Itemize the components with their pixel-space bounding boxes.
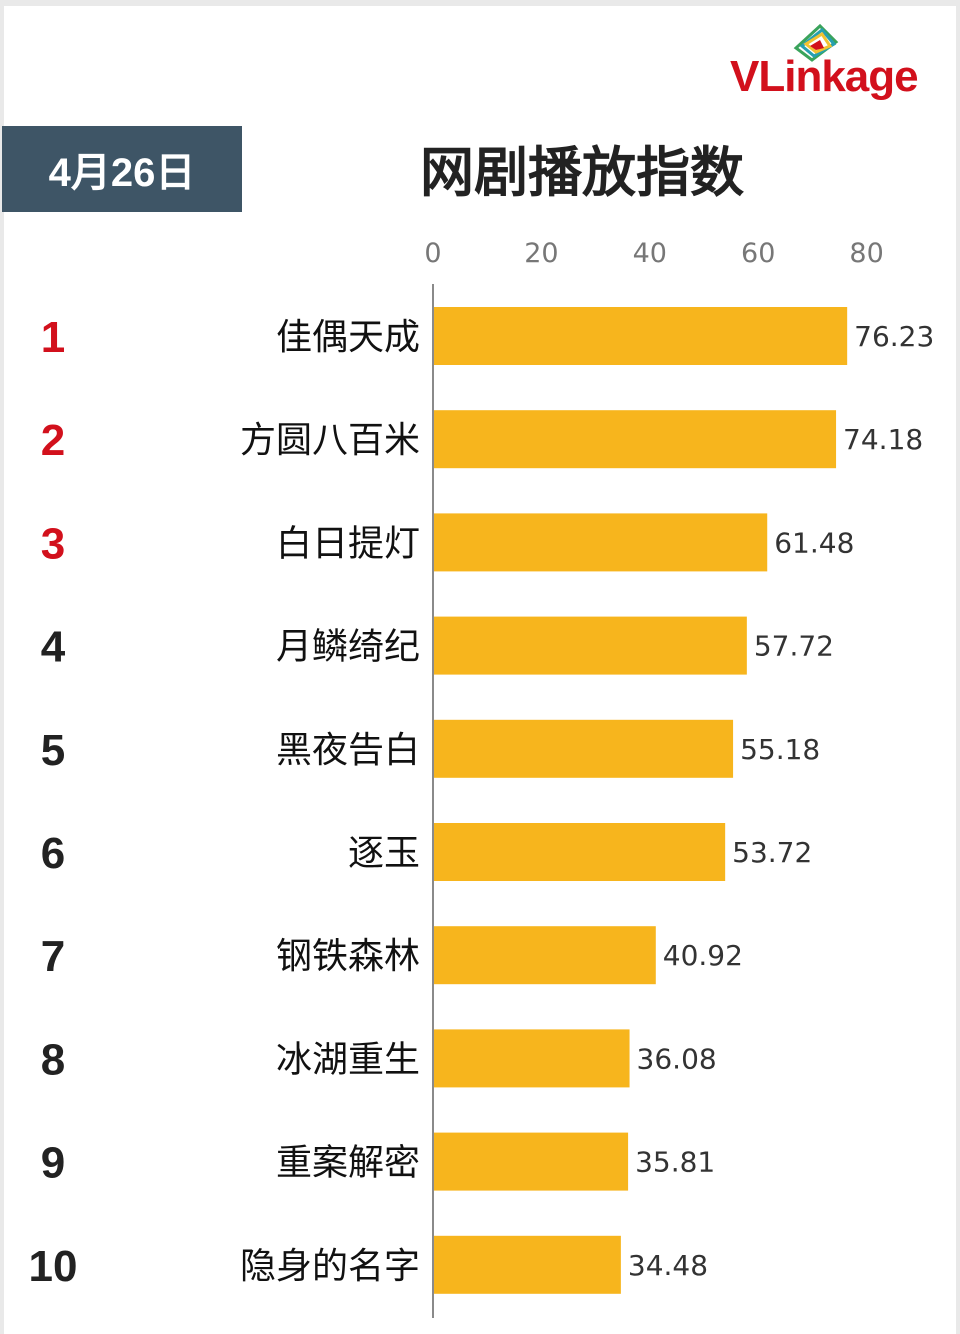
- value-label: 40.92: [663, 939, 743, 972]
- bar: [434, 616, 747, 675]
- bar: [434, 1235, 621, 1294]
- category-label: 佳偶天成: [276, 317, 420, 358]
- bar: [434, 307, 848, 365]
- x-tick-label: 40: [633, 238, 667, 269]
- value-label: 55.18: [740, 733, 820, 766]
- rank-number: 10: [29, 1242, 78, 1291]
- rank-number: 5: [41, 726, 65, 775]
- category-label: 隐身的名字: [240, 1246, 420, 1287]
- bar: [434, 410, 837, 469]
- rank-number: 3: [41, 519, 65, 568]
- rank-number: 9: [41, 1139, 65, 1188]
- value-label: 74.18: [843, 423, 923, 456]
- bar: [434, 1132, 629, 1191]
- category-label: 黑夜告白: [276, 730, 420, 771]
- rank-number: 8: [41, 1035, 65, 1084]
- x-tick-label: 0: [424, 238, 441, 269]
- rank-number: 4: [41, 623, 66, 672]
- logo-icon: [793, 23, 839, 62]
- value-label: 53.72: [732, 836, 812, 869]
- date-badge: 4月26日: [2, 126, 242, 212]
- rank-number: 7: [41, 932, 65, 981]
- rank-number: 6: [41, 829, 65, 878]
- date-label: 4月26日: [48, 151, 196, 195]
- rank-number: 2: [41, 416, 65, 465]
- category-label: 白日提灯: [276, 523, 420, 564]
- category-label: 冰湖重生: [276, 1039, 420, 1080]
- value-label: 34.48: [628, 1249, 708, 1282]
- x-tick-label: 80: [849, 238, 883, 269]
- value-label: 35.81: [635, 1146, 715, 1179]
- value-label: 61.48: [774, 526, 854, 559]
- bar: [434, 1029, 630, 1088]
- x-tick-label: 60: [741, 238, 775, 269]
- bar: [434, 926, 656, 985]
- x-tick-label: 20: [524, 238, 558, 269]
- chart-title: 网剧播放指数: [420, 141, 744, 204]
- category-label: 钢铁森林: [276, 936, 420, 977]
- bar: [434, 823, 726, 881]
- value-label: 76.23: [854, 320, 934, 353]
- bar: [434, 719, 734, 778]
- bar: [434, 513, 768, 572]
- brand-wordmark: VLinkage: [730, 52, 919, 101]
- category-label: 逐玉: [348, 833, 420, 874]
- rank-number: 1: [41, 313, 65, 362]
- value-label: 57.72: [754, 630, 834, 663]
- brand-logo: VLinkage: [730, 18, 952, 108]
- category-label: 方圆八百米: [240, 420, 420, 461]
- category-label: 重案解密: [276, 1143, 420, 1184]
- category-label: 月鳞绮纪: [276, 627, 420, 668]
- value-label: 36.08: [637, 1042, 717, 1075]
